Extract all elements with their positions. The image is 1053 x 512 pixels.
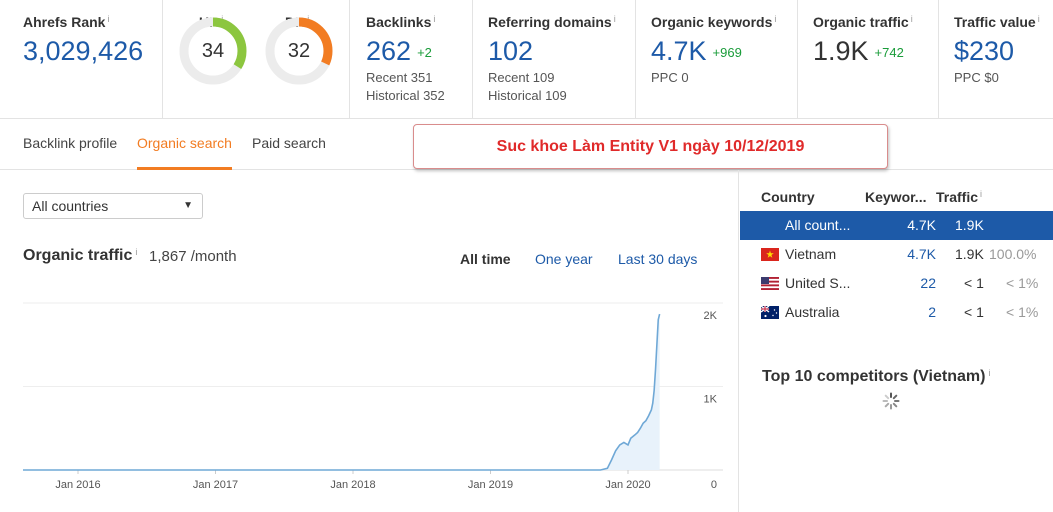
traffic-line xyxy=(23,313,661,471)
range-last-30-days[interactable]: Last 30 days xyxy=(618,251,698,267)
country-select-value: All countries xyxy=(32,198,109,214)
country-name: Vietnam xyxy=(785,246,837,262)
x-tick-label: Jan 2018 xyxy=(330,479,375,491)
y-tick-label: 2K xyxy=(704,310,718,322)
metric-organic-keywords: Organic keywords i 4.7K +969 PPC 0 xyxy=(636,0,798,118)
dr-donut: 32 xyxy=(262,14,336,88)
organic-traffic-title: Organic traffic i xyxy=(23,247,138,264)
caret-down-icon: ▼ xyxy=(183,200,193,211)
recent-link[interactable]: Recent 109 xyxy=(488,70,555,85)
report-tabs: Backlink profile Organic search Paid sea… xyxy=(0,119,1053,170)
loading-spinner-icon xyxy=(882,392,900,410)
ur-value: 34 xyxy=(201,40,225,62)
info-icon[interactable]: i xyxy=(1037,14,1040,24)
country-traffic: 1.9K xyxy=(955,217,984,233)
country-name: All count... xyxy=(785,217,851,233)
info-icon[interactable]: i xyxy=(910,14,913,24)
metric-referring-domains: Referring domains i 102 Recent 109 Histor… xyxy=(473,0,636,118)
metric-label: Backlinks i xyxy=(366,14,436,30)
metric-backlinks: Backlinks i 262 +2 Recent 351 Historical 3… xyxy=(350,0,473,118)
info-icon[interactable]: i xyxy=(107,14,110,24)
country-row-all[interactable]: All count... 4.7K 1.9K xyxy=(740,211,1053,240)
country-row-vietnam[interactable]: Vietnam 4.7K 1.9K 100.0% xyxy=(740,240,1053,269)
col-header-keywords[interactable]: Keywor... xyxy=(865,189,927,205)
country-name: United S... xyxy=(785,275,851,291)
organic-traffic-chart: 2K 1K 0 Jan 2016 Jan 2017 Jan 2018 Jan 2019 Jan… xyxy=(23,302,723,491)
info-icon[interactable]: i xyxy=(774,14,777,24)
metric-value: 1.9K +742 xyxy=(813,36,904,66)
metric-delta: +969 xyxy=(712,45,742,60)
y-tick-label: 1K xyxy=(704,394,718,406)
historical-link[interactable]: Historical 352 xyxy=(366,88,445,103)
metric-value[interactable]: 102 xyxy=(488,36,534,66)
metric-delta: +2 xyxy=(417,45,432,60)
country-row-united-states[interactable]: United S... 22 < 1 < 1% xyxy=(740,269,1053,298)
country-traffic-share: < 1% xyxy=(1006,275,1039,291)
range-one-year[interactable]: One year xyxy=(535,251,593,267)
country-name: Australia xyxy=(785,304,840,320)
annotation-callout: Suc khoe Làm Entity V1 ngày 10/12/2019 xyxy=(413,124,888,169)
competitors-title: Top 10 competitors (Vietnam) i xyxy=(762,368,991,385)
metric-label: Organic traffic i xyxy=(813,14,913,30)
traffic-area xyxy=(23,314,660,470)
tab-backlink-profile[interactable]: Backlink profile xyxy=(23,135,118,151)
country-keywords: 4.7K xyxy=(907,217,936,233)
info-icon[interactable]: i xyxy=(135,247,138,257)
historical-link[interactable]: Historical 109 xyxy=(488,88,567,103)
col-header-country[interactable]: Country xyxy=(761,189,815,205)
ppc-value: PPC 0 xyxy=(651,70,689,85)
y-tick-label: 0 xyxy=(711,479,717,491)
info-icon[interactable]: i xyxy=(988,368,991,378)
ur-donut-chart xyxy=(179,17,247,85)
metric-ahrefs-rank: Ahrefs Rank i 3,029,426 xyxy=(0,0,163,118)
info-icon[interactable]: i xyxy=(980,189,983,199)
metric-label: Ahrefs Rank i xyxy=(23,14,110,30)
recent-link[interactable]: Recent 351 xyxy=(366,70,433,85)
x-tick-label: Jan 2020 xyxy=(605,479,650,491)
active-tab-indicator xyxy=(137,167,232,170)
country-traffic: < 1 xyxy=(964,304,984,320)
dr-donut-chart xyxy=(265,17,333,85)
info-icon[interactable]: i xyxy=(613,14,616,24)
usa-flag-icon xyxy=(761,277,779,290)
metric-delta: +742 xyxy=(874,45,904,60)
metric-value: $230 xyxy=(954,36,1015,66)
tab-organic-search[interactable]: Organic search xyxy=(137,135,232,151)
country-keywords[interactable]: 2 xyxy=(928,304,936,320)
metric-value[interactable]: 4.7K +969 xyxy=(651,36,742,66)
country-keywords[interactable]: 4.7K xyxy=(907,246,936,262)
range-all-time[interactable]: All time xyxy=(460,251,511,267)
metric-traffic-value: Traffic value i $230 PPC $0 xyxy=(939,0,1053,118)
country-traffic-share: < 1% xyxy=(1006,304,1039,320)
metric-organic-traffic: Organic traffic i 1.9K +742 xyxy=(798,0,939,118)
ppc-value: PPC $0 xyxy=(954,70,999,85)
country-select[interactable]: All countries ▼ xyxy=(23,193,203,219)
info-icon[interactable]: i xyxy=(433,14,436,24)
metric-value: 3,029,426 xyxy=(23,36,144,66)
country-traffic: < 1 xyxy=(964,275,984,291)
metrics-bar: Ahrefs Rank i 3,029,426 UR i 34 DR i 32 Bac… xyxy=(0,0,1053,119)
australia-flag-icon xyxy=(761,306,779,319)
country-traffic: 1.9K xyxy=(955,246,984,262)
col-header-traffic[interactable]: Traffic i xyxy=(936,189,983,205)
metric-value[interactable]: 262 +2 xyxy=(366,36,432,66)
metric-label: Traffic value i xyxy=(954,14,1040,30)
tab-paid-search[interactable]: Paid search xyxy=(252,135,326,151)
country-row-australia[interactable]: Australia 2 < 1 < 1% xyxy=(740,298,1053,327)
country-traffic-share: 100.0% xyxy=(989,246,1037,262)
dr-value: 32 xyxy=(287,40,311,62)
x-tick-label: Jan 2019 xyxy=(468,479,513,491)
ur-donut: 34 xyxy=(176,14,250,88)
country-keywords[interactable]: 22 xyxy=(920,275,936,291)
panel-divider xyxy=(738,170,739,512)
organic-traffic-value: 1,867 /month xyxy=(149,248,237,265)
metric-ur-dr: UR i 34 DR i 32 xyxy=(163,0,350,118)
x-tick-label: Jan 2017 xyxy=(193,479,238,491)
x-tick-label: Jan 2016 xyxy=(55,479,100,491)
metric-label: Referring domains i xyxy=(488,14,616,30)
vietnam-flag-icon xyxy=(761,248,779,261)
metric-label: Organic keywords i xyxy=(651,14,777,30)
